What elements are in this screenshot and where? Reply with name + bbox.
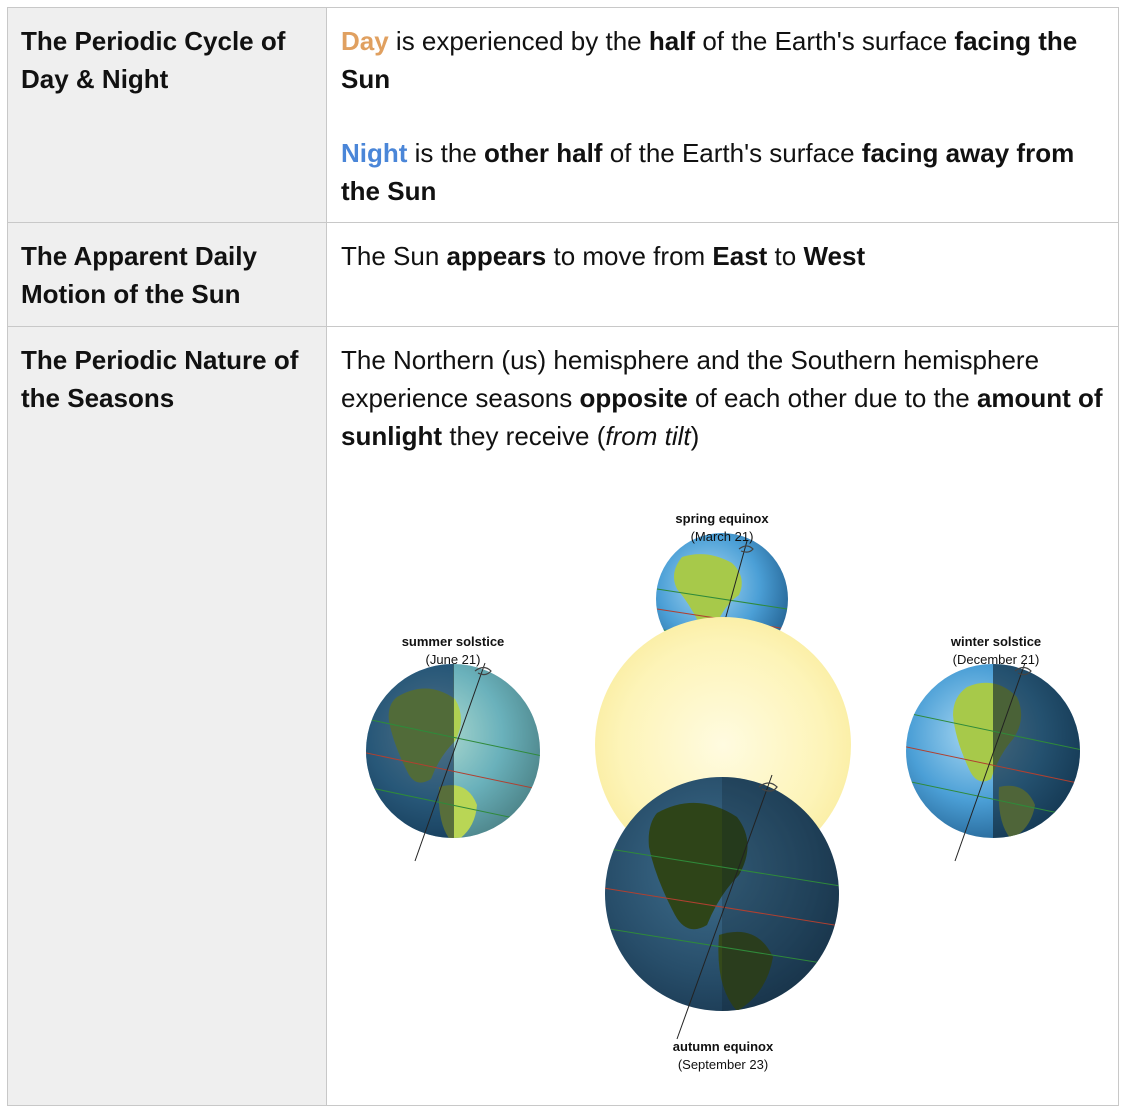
text-span: of the Earth's surface [602,138,862,168]
bold-span: facing away from the Sun [341,138,1075,206]
row-heading: The Periodic Nature of the Seasons [8,327,327,1105]
day-paragraph: Day is experienced by the half of the Ea… [341,22,1104,98]
night-word: Night [341,138,408,168]
row-heading: The Apparent Daily Motion of the Sun [8,223,327,326]
row-heading-text: The Periodic Cycle of Day & Night [21,26,286,94]
bold-span: facing the Sun [341,26,1078,94]
seasons-paragraph: The Northern (us) hemisphere and the Sou… [341,341,1104,455]
row-heading-text: The Periodic Nature of the Seasons [21,345,299,413]
bold-span: East [712,241,768,271]
bold-span: amount of sunlight [341,383,1103,451]
row-heading-text: The Apparent Daily Motion of the Sun [21,241,257,309]
autumn-equinox-date: (September 23) [678,1057,768,1072]
winter-solstice-date: (December 21) [953,652,1040,667]
text-span: to move from [546,241,713,271]
day-word: Day [341,26,389,56]
text-span: they receive ( [442,421,606,451]
text-span: is the [407,138,485,168]
autumn-equinox-label: autumn equinox [673,1039,774,1054]
text-span: ) [690,421,700,451]
table-row: The Periodic Nature of the Seasons The N… [8,327,1118,1105]
text-span: of each other due to the [687,383,977,413]
text-span: is experienced by the [388,26,649,56]
summer-solstice-globe [366,662,540,862]
content-table: The Periodic Cycle of Day & Night Day is… [7,7,1119,1106]
night-paragraph: Night is the other half of the Earth's s… [341,134,1104,210]
winter-solstice-globe [906,662,1080,862]
sun-motion-paragraph: The Sun appears to move from East to Wes… [341,237,1104,275]
text-span: The Sun [341,241,447,271]
text-span: The Northern (us) hemisphere and the Sou… [341,345,1040,413]
bold-span: half [648,26,696,56]
spring-equinox-label: spring equinox [675,511,769,526]
row-content: Day is experienced by the half of the Ea… [327,8,1118,222]
text-span: of the Earth's surface [695,26,955,56]
bold-span: West [803,241,866,271]
bold-span: opposite [579,383,688,413]
text-span: to [767,241,804,271]
winter-solstice-label: winter solstice [950,634,1041,649]
summer-solstice-label: summer solstice [402,634,505,649]
row-content: The Northern (us) hemisphere and the Sou… [327,327,1118,1105]
table-row: The Apparent Daily Motion of the Sun The… [8,223,1118,327]
seasons-diagram: spring equinox (March 21) summer solstic… [366,511,1080,1072]
spring-equinox-date: (March 21) [691,529,754,544]
bold-span: appears [446,241,547,271]
table-row: The Periodic Cycle of Day & Night Day is… [8,8,1118,223]
row-content: The Sun appears to move from East to Wes… [327,223,1118,326]
italic-span: from tilt [605,421,691,451]
summer-solstice-date: (June 21) [426,652,481,667]
bold-span: other half [484,138,603,168]
row-heading: The Periodic Cycle of Day & Night [8,8,327,222]
autumn-equinox-globe [605,774,839,1040]
